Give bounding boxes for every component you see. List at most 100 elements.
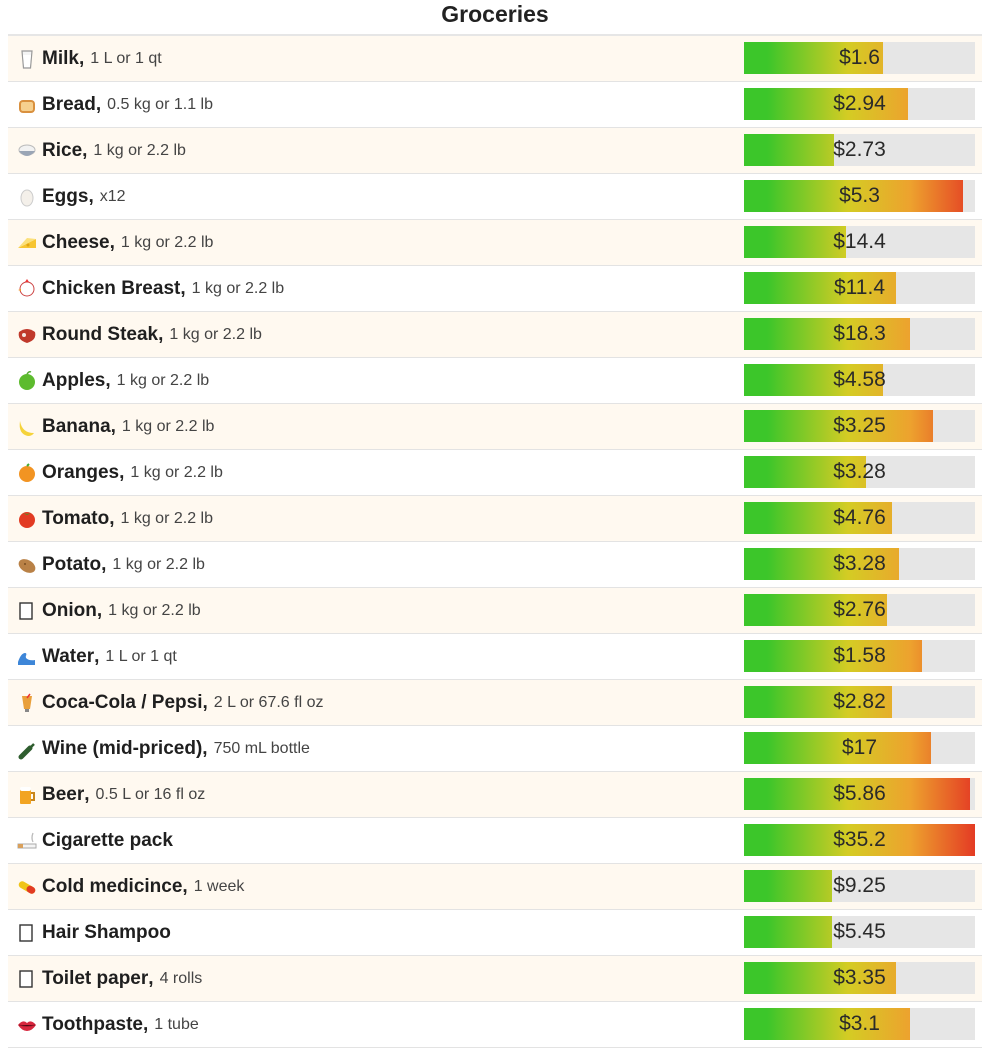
price-bar-track: $4.76 [744, 502, 975, 534]
price-bar-track: $5.45 [744, 916, 975, 948]
price-bar-track: $3.1 [744, 1008, 975, 1040]
item-name: Cold medicince [42, 875, 183, 897]
item-label: Milk, 1 L or 1 qt [16, 36, 162, 81]
price-bar [744, 1008, 911, 1040]
item-name: Tomato [42, 507, 110, 529]
table-row: Coca-Cola / Pepsi, 2 L or 67.6 fl oz $2.82 [8, 680, 982, 726]
price-bar [744, 640, 922, 672]
item-label: Chicken Breast, 1 kg or 2.2 lb [16, 266, 284, 311]
cheese-icon [16, 232, 38, 254]
price-label: $17 [841, 736, 878, 759]
price-label: $9.25 [833, 874, 886, 897]
table-row: Water, 1 L or 1 qt $1.58 [8, 634, 982, 680]
milk-glass-icon [16, 48, 38, 70]
price-label: $2.73 [833, 138, 886, 161]
potato-icon [16, 554, 38, 576]
price-bar [744, 962, 897, 994]
item-name: Onion [42, 599, 97, 621]
price-bar [744, 42, 883, 74]
price-bar [744, 548, 899, 580]
price-label: $2.82 [833, 690, 886, 713]
item-label: Hair Shampoo [16, 910, 171, 955]
price-label: $2.76 [833, 598, 886, 621]
price-bar-track: $2.94 [744, 88, 975, 120]
egg-icon [16, 186, 38, 208]
item-label: Cheese, 1 kg or 2.2 lb [16, 220, 213, 265]
price-bar [744, 870, 832, 902]
price-label: $5.45 [833, 920, 886, 943]
price-bar-track: $14.4 [744, 226, 975, 258]
toilet-paper-icon [16, 968, 38, 990]
item-unit: 750 mL bottle [213, 739, 310, 757]
item-label: Oranges, 1 kg or 2.2 lb [16, 450, 223, 495]
item-unit: 0.5 kg or 1.1 lb [107, 95, 213, 113]
price-bar [744, 272, 897, 304]
item-name: Potato [42, 553, 102, 575]
item-name: Water [42, 645, 95, 667]
table-row: Potato, 1 kg or 2.2 lb $3.28 [8, 542, 982, 588]
price-bar [744, 226, 846, 258]
item-label: Onion, 1 kg or 2.2 lb [16, 588, 201, 633]
table-row: Apples, 1 kg or 2.2 lb $4.58 [8, 358, 982, 404]
price-bar-track: $3.25 [744, 410, 975, 442]
price-bar-track: $35.2 [744, 824, 975, 856]
price-bar-track: $11.4 [744, 272, 975, 304]
table-row: Rice, 1 kg or 2.2 lb $2.73 [8, 128, 982, 174]
price-bar [744, 88, 908, 120]
table-row: Bread, 0.5 kg or 1.1 lb $2.94 [8, 82, 982, 128]
price-bar-track: $17 [744, 732, 975, 764]
item-name: Hair Shampoo [42, 921, 171, 943]
table-row: Oranges, 1 kg or 2.2 lb $3.28 [8, 450, 982, 496]
table-row: Round Steak, 1 kg or 2.2 lb $18.3 [8, 312, 982, 358]
cigarette-icon [16, 830, 38, 852]
price-bar-track: $2.76 [744, 594, 975, 626]
price-bar [744, 134, 835, 166]
bread-icon [16, 94, 38, 116]
item-label: Cigarette pack [16, 818, 173, 863]
table-row: Onion, 1 kg or 2.2 lb $2.76 [8, 588, 982, 634]
price-bar [744, 686, 892, 718]
price-bar [744, 594, 888, 626]
item-label: Potato, 1 kg or 2.2 lb [16, 542, 205, 587]
item-name: Coca-Cola / Pepsi [42, 691, 203, 713]
table-row: Milk, 1 L or 1 qt $1.6 [8, 36, 982, 82]
item-unit: 1 kg or 2.2 lb [191, 279, 285, 297]
item-name: Apples [42, 369, 106, 391]
chart-title: Groceries [441, 1, 549, 27]
item-name: Milk [42, 47, 79, 69]
onion-icon [16, 600, 38, 622]
item-name: Cheese [42, 231, 110, 253]
price-bar [744, 410, 934, 442]
item-unit: 1 kg or 2.2 lb [112, 555, 205, 573]
table-row: Toothpaste, 1 tube $3.1 [8, 1002, 982, 1048]
price-bar-track: $3.28 [744, 548, 975, 580]
table-row: Wine (mid-priced), 750 mL bottle $17 [8, 726, 982, 772]
table-row: Cheese, 1 kg or 2.2 lb $14.4 [8, 220, 982, 266]
apple-icon [16, 370, 38, 392]
item-unit: 1 week [193, 877, 245, 895]
chicken-icon [16, 278, 38, 300]
price-label: $3.28 [833, 552, 886, 575]
groceries-table: Milk, 1 L or 1 qt $1.6 Bread, 0.5 kg or 1.1 … [8, 34, 982, 1048]
table-row: Toilet paper, 4 rolls $3.35 [8, 956, 982, 1002]
price-bar [744, 456, 867, 488]
price-bar [744, 318, 911, 350]
item-unit: 2 L or 67.6 fl oz [213, 693, 324, 711]
table-row: Beer, 0.5 L or 16 fl oz $5.86 [8, 772, 982, 818]
item-unit: 1 kg or 2.2 lb [116, 371, 210, 389]
item-name: Toilet paper [42, 967, 149, 989]
price-bar-track: $9.25 [744, 870, 975, 902]
item-name: Wine (mid-priced) [42, 737, 203, 759]
tomato-icon [16, 508, 38, 530]
item-unit: 0.5 L or 16 fl oz [95, 785, 206, 803]
orange-icon [16, 462, 38, 484]
price-bar [744, 502, 892, 534]
beer-mug-icon [16, 784, 38, 806]
item-label: Round Steak, 1 kg or 2.2 lb [16, 312, 262, 357]
price-bar [744, 824, 975, 856]
table-row: Chicken Breast, 1 kg or 2.2 lb $11.4 [8, 266, 982, 312]
item-label: Tomato, 1 kg or 2.2 lb [16, 496, 213, 541]
item-unit: 1 kg or 2.2 lb [120, 509, 213, 527]
item-name: Oranges [42, 461, 120, 483]
price-bar-track: $3.28 [744, 456, 975, 488]
